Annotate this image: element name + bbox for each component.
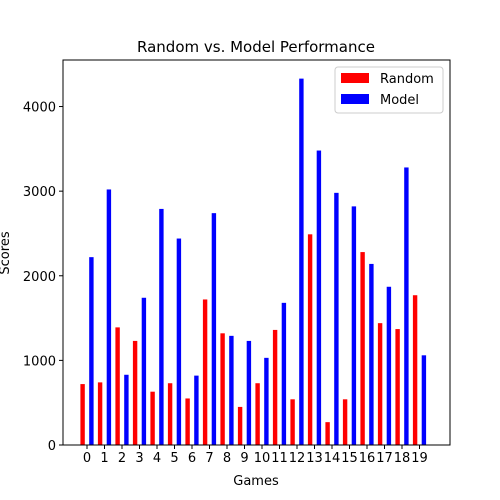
bar-model-18	[404, 167, 409, 445]
bar-model-9	[246, 340, 252, 445]
chart-title: Random vs. Model Performance	[137, 38, 375, 56]
bar-model-12	[299, 78, 304, 446]
y-tick-label: 2000	[23, 270, 56, 285]
bar-random-14	[325, 422, 330, 445]
bar-model-5	[176, 238, 182, 445]
bar-random-11	[272, 329, 278, 445]
bar-random-5	[167, 383, 173, 445]
bar-random-9	[237, 406, 243, 445]
bar-model-4	[159, 208, 164, 445]
x-tick-label: 10	[254, 451, 271, 466]
x-ticks-group: 0 1 2 3 4 5 6 7 8 9 10 11 12 13 14 15 16 17 18 19	[83, 445, 428, 466]
bar-model-10	[264, 357, 269, 445]
bars-group	[80, 78, 427, 446]
legend-swatch-model	[341, 94, 369, 104]
x-tick-label: 12	[289, 451, 306, 466]
x-tick-label: 16	[359, 451, 376, 466]
bar-random-0	[80, 384, 85, 445]
bar-model-16	[369, 263, 374, 445]
bar-random-4	[150, 391, 155, 445]
legend: Random Model	[334, 66, 444, 114]
bar-random-2	[115, 327, 120, 445]
y-axis-label: Scores	[0, 231, 13, 274]
bar-model-7	[211, 213, 217, 445]
bar-model-8	[229, 335, 234, 445]
legend-swatch-random	[341, 73, 369, 83]
y-tick-label: 3000	[23, 185, 56, 200]
x-tick-label: 4	[153, 451, 161, 466]
x-tick-label: 0	[83, 451, 91, 466]
plot-frame	[62, 59, 451, 446]
bar-random-13	[307, 234, 313, 445]
x-tick-label: 5	[170, 451, 178, 466]
y-tick-label: 4000	[23, 101, 56, 116]
bar-model-3	[141, 297, 147, 445]
x-tick-label: 19	[411, 451, 428, 466]
bar-random-18	[395, 329, 400, 445]
bar-random-17	[377, 323, 383, 445]
bar-model-15	[351, 206, 357, 445]
legend-label-model: Model	[380, 93, 419, 108]
bar-model-17	[386, 286, 392, 445]
bar-random-6	[185, 398, 190, 445]
x-tick-label: 6	[188, 451, 196, 466]
bar-model-2	[124, 374, 129, 445]
x-tick-label: 9	[240, 451, 248, 466]
x-tick-label: 14	[324, 451, 341, 466]
bar-random-10	[255, 383, 260, 445]
x-tick-label: 7	[205, 451, 213, 466]
x-tick-label: 15	[341, 451, 358, 466]
y-ticks-group: 0 1000 2000 3000 4000	[23, 101, 63, 454]
x-tick-label: 3	[135, 451, 143, 466]
bar-model-1	[106, 189, 112, 445]
x-tick-label: 1	[100, 451, 108, 466]
bar-random-15	[342, 399, 348, 445]
bar-random-1	[97, 382, 103, 445]
legend-label-random: Random	[380, 72, 434, 87]
bar-model-11	[281, 302, 287, 445]
bar-model-6	[194, 375, 199, 445]
x-tick-label: 11	[271, 451, 288, 466]
bar-random-3	[132, 340, 138, 445]
axes-group	[62, 59, 451, 446]
bar-model-0	[89, 257, 94, 445]
y-tick-label: 0	[48, 439, 56, 454]
bar-model-13	[316, 150, 322, 446]
bar-model-19	[421, 355, 427, 445]
bar-random-16	[360, 252, 365, 445]
bar-random-8	[220, 333, 225, 445]
x-tick-label: 17	[376, 451, 393, 466]
bar-random-7	[202, 299, 208, 445]
x-tick-label: 13	[306, 451, 323, 466]
x-axis-label: Games	[233, 474, 279, 489]
bar-random-19	[412, 295, 418, 445]
x-tick-label: 8	[223, 451, 231, 466]
x-tick-label: 18	[394, 451, 411, 466]
bar-model-14	[334, 192, 339, 445]
bar-random-12	[290, 399, 295, 445]
y-tick-label: 1000	[23, 354, 56, 369]
x-tick-label: 2	[118, 451, 126, 466]
